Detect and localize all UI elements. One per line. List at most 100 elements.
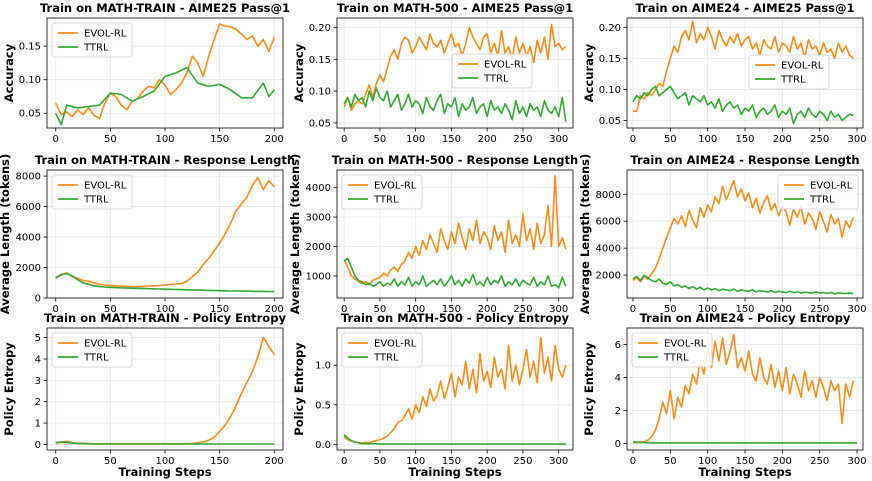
x-tick-label: 0	[341, 456, 347, 467]
series-line-ttrl	[343, 257, 567, 289]
series-line-evol-rl	[343, 175, 567, 286]
x-tick-label: 50	[374, 134, 387, 145]
y-tick-label: 4000	[596, 244, 621, 255]
x-tick-label: 100	[155, 134, 174, 145]
axes-frame	[626, 327, 864, 451]
x-axis-label: Training Steps	[118, 465, 211, 479]
series-line-ttrl	[343, 434, 566, 445]
chart-title: Train on AIME24 - Policy Entropy	[640, 311, 851, 325]
x-tick-label: 200	[478, 304, 497, 315]
y-tick-label: 1	[35, 419, 41, 430]
series-line-ttrl	[55, 272, 275, 293]
y-tick-label: 0.15	[19, 42, 41, 53]
legend-box	[51, 22, 133, 58]
y-tick-label: 1.0	[315, 361, 331, 372]
subplot-2: 0 50 100 150 200 250 300 0.05 0.10 0.15 0.20 Train …	[292, 1, 574, 145]
y-tick-label: 0.0	[315, 440, 331, 451]
y-tick-label: 8000	[16, 172, 41, 183]
x-tick-label: 250	[810, 304, 829, 315]
legend-label: EVOL-RL	[810, 181, 853, 192]
axes-frame	[46, 327, 284, 451]
x-tick-label: 50	[374, 304, 387, 315]
series-line-evol-rl	[343, 23, 567, 111]
x-tick-label: 300	[549, 304, 568, 315]
subplot-1: 0 50 100 150 200 0.05 0.10 0.15 Train on MATH-TR…	[2, 1, 290, 145]
y-tick-label: 0	[35, 294, 41, 305]
y-tick-label: 6000	[596, 217, 621, 228]
y-axis-label: Policy Entropy	[292, 342, 306, 436]
y-tick-label: 5	[35, 333, 41, 344]
x-tick-label: 100	[698, 134, 717, 145]
x-tick-label: 200	[478, 456, 497, 467]
x-tick-label: 150	[210, 456, 229, 467]
legend-box	[748, 54, 830, 90]
y-axis-label: Accuracy	[582, 43, 596, 102]
y-tick-label: 2	[35, 397, 41, 408]
y-tick-label: 0.20	[599, 23, 621, 34]
subplot-8: 0 50 100 150 200 250 300 0.0 0.5 1.0 Train on MATH…	[292, 311, 574, 479]
y-tick-label: 1000	[306, 271, 331, 282]
chart-title: Train on MATH-500 - Response Length	[332, 153, 578, 167]
chart-title: Train on MATH-TRAIN - Policy Entropy	[44, 311, 286, 325]
y-tick-label: 0	[35, 440, 41, 451]
x-tick-label: 300	[847, 304, 866, 315]
legend-box	[341, 174, 423, 210]
axes-frame	[46, 169, 284, 299]
x-tick-label: 150	[442, 304, 461, 315]
legend-label: EVOL-RL	[84, 339, 127, 350]
y-axis-label: Accuracy	[292, 43, 306, 102]
x-tick-label: 0	[630, 304, 636, 315]
subplot-3: 0 50 100 150 200 250 300 0.05 0.10 0.15 0.20 Train …	[582, 1, 867, 145]
legend: EVOL-RL TTRL	[777, 174, 859, 210]
y-axis-label: Average Length (tokens)	[288, 154, 302, 315]
y-tick-label: 8000	[596, 190, 621, 201]
x-tick-label: 150	[442, 134, 461, 145]
y-tick-label: 3	[35, 376, 41, 387]
y-tick-label: 4	[35, 354, 41, 365]
series-line-evol-rl	[633, 20, 854, 112]
x-tick-label: 0	[53, 134, 59, 145]
series-line-evol-rl	[633, 333, 855, 444]
axes-frame	[336, 17, 574, 129]
legend: EVOL-RL TTRL	[51, 174, 133, 210]
y-tick-label: 4000	[306, 183, 331, 194]
axes-frame	[336, 169, 574, 299]
x-tick-label: 200	[773, 134, 792, 145]
y-tick-label: 0.15	[599, 54, 621, 65]
y-tick-label: 0.5	[315, 400, 331, 411]
y-tick-label: 3000	[306, 213, 331, 224]
y-tick-label: 0.10	[309, 87, 331, 98]
chart-title: Train on AIME24 - Response Length	[630, 153, 859, 167]
subplot-9: 0 50 100 150 200 250 300 0 2 4 6 Train on AIME24 - …	[582, 311, 867, 479]
legend: EVOL-RL TTRL	[451, 53, 533, 89]
legend: EVOL-RL TTRL	[51, 332, 133, 368]
x-tick-label: 0	[53, 304, 59, 315]
y-tick-label: 2	[615, 406, 621, 417]
axes-frame	[626, 169, 864, 299]
x-tick-label: 150	[735, 304, 754, 315]
y-axis-label: Policy Entropy	[582, 342, 596, 436]
legend-label: TTRL	[373, 195, 399, 206]
chart-title: Train on MATH-500 - AIME25 Pass@1	[337, 1, 573, 15]
legend-label: EVOL-RL	[664, 339, 707, 350]
legend-box	[451, 53, 533, 89]
legend-label: EVOL-RL	[84, 181, 127, 192]
legend-label: TTRL	[83, 353, 109, 364]
x-tick-label: 300	[847, 134, 866, 145]
x-tick-label: 200	[773, 456, 792, 467]
chart-title: Train on MATH-500 - Policy Entropy	[341, 311, 570, 325]
x-tick-label: 200	[265, 134, 284, 145]
x-tick-label: 50	[104, 134, 117, 145]
axes-frame	[336, 327, 574, 451]
legend-label: EVOL-RL	[781, 61, 824, 72]
y-tick-label: 0.15	[309, 55, 331, 66]
x-tick-label: 100	[155, 456, 174, 467]
x-tick-label: 200	[265, 456, 284, 467]
x-tick-label: 50	[664, 304, 677, 315]
y-tick-label: 0.05	[309, 118, 331, 129]
legend-box	[777, 174, 859, 210]
legend: EVOL-RL TTRL	[51, 22, 133, 58]
